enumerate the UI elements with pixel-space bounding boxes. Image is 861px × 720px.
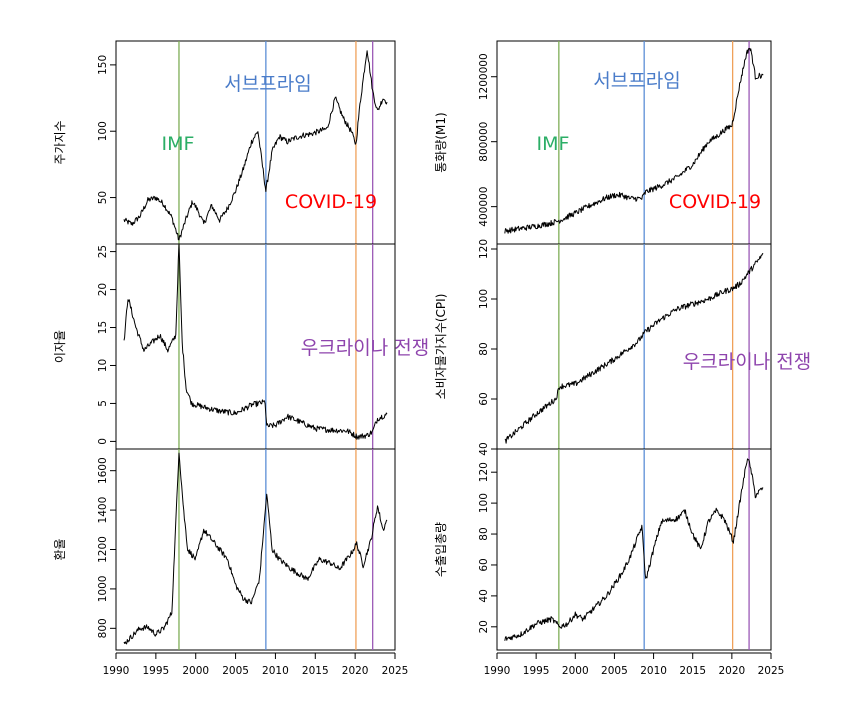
x-axis-left: 1990 1995 2000 2005 2010 2015 2020 2025	[103, 652, 409, 677]
y-tick-label: 20	[97, 283, 109, 296]
panel-frame	[115, 40, 396, 245]
x-tick-label: 2010	[262, 665, 289, 677]
x-tick-label: 1995	[142, 665, 169, 677]
y-axis-label: 환율	[53, 538, 67, 560]
series-line	[123, 452, 388, 645]
y-tick-label: 800	[97, 618, 109, 638]
series-line	[504, 253, 764, 444]
y-tick-label: 25	[97, 245, 109, 258]
y-tick-label: 1600	[97, 457, 109, 484]
y-tick-label: 800000	[478, 122, 490, 162]
y-tick-label: 50	[97, 191, 109, 204]
y-tick-label: 150	[97, 55, 109, 75]
y-tick-label: 0	[97, 438, 109, 445]
y-tick-label: 1200	[97, 536, 109, 563]
panel-frame	[496, 243, 772, 450]
x-tick-label: 2025	[382, 665, 409, 677]
y-tick-label: 1200000	[478, 53, 490, 100]
x-tick-label: 2020	[718, 665, 745, 677]
y-tick-label: 60	[478, 558, 490, 571]
y-tick-label: 10	[97, 359, 109, 372]
y-tick-label: 100	[97, 121, 109, 141]
annotation-imf-left: IMF	[162, 133, 195, 155]
x-tick-label: 1995	[523, 665, 550, 677]
right-column-panels: 400000 800000 1200000 통화량(M1) 40 60 80 100 120 소비…	[434, 40, 785, 677]
x-tick-label: 2015	[679, 665, 706, 677]
x-tick-label: 2010	[640, 665, 667, 677]
annotation-covid-left: COVID-19	[285, 191, 377, 213]
y-tick-label: 40	[478, 589, 490, 602]
y-axis-label: 소비자물가지수(CPI)	[434, 294, 448, 400]
y-tick-label: 120	[478, 462, 490, 482]
x-tick-label: 2000	[562, 665, 589, 677]
y-tick-label: 80	[478, 342, 490, 355]
left-column-panels: 50100150주가지수0510152025이자율800100012001400…	[53, 40, 409, 677]
x-tick-label: 2015	[302, 665, 329, 677]
x-tick-label: 2000	[182, 665, 209, 677]
y-tick-label: 60	[478, 392, 490, 405]
y-axis-label: 통화량(M1)	[434, 112, 448, 172]
x-tick-label: 2005	[601, 665, 628, 677]
y-tick-label: 100	[478, 493, 490, 513]
x-tick-label: 2020	[342, 665, 369, 677]
x-axis-right: 1990 1995 2000 2005 2010 2015 2020 2025	[484, 652, 785, 677]
y-axis-label: 수출입총량	[434, 522, 448, 577]
y-axis-label: 주가지수	[53, 120, 67, 164]
x-tick-label: 1990	[484, 665, 511, 677]
y-tick-label: 20	[478, 620, 490, 633]
y-tick-label: 120	[478, 239, 490, 259]
panel-right-3: 20 40 60 80 100 120 수출입총량	[434, 448, 772, 651]
y-tick-label: 100	[478, 289, 490, 309]
annotation-imf-right: IMF	[537, 133, 570, 155]
y-tick-label: 15	[97, 321, 109, 334]
y-tick-label: 1000	[97, 576, 109, 603]
panel-right-1: 400000 800000 1200000 통화량(M1)	[434, 40, 772, 245]
panel-right-2: 40 60 80 100 120 소비자물가지수(CPI)	[434, 239, 772, 456]
panel-left-1: 50 100 150 주가지수	[53, 40, 396, 245]
panel-frame	[496, 448, 772, 651]
y-tick-label: 5	[97, 400, 109, 407]
annotation-ukraine-left: 우크라이나 전쟁	[301, 337, 429, 359]
x-tick-label: 1990	[103, 665, 130, 677]
annotation-covid-right: COVID-19	[669, 191, 761, 213]
series-line	[123, 243, 388, 440]
y-tick-label: 80	[478, 527, 490, 540]
y-axis-label: 이자율	[53, 330, 67, 363]
series-line	[504, 458, 764, 641]
annotation-subprime-right: 서브프라임	[593, 70, 680, 92]
x-tick-label: 2025	[758, 665, 785, 677]
annotation-subprime-left: 서브프라임	[224, 73, 311, 95]
y-tick-label: 40	[478, 442, 490, 455]
series-line	[504, 47, 764, 234]
y-tick-label: 400000	[478, 187, 490, 227]
y-tick-label: 1400	[97, 497, 109, 524]
panel-left-3: 800 1000 1200 1400 1600 환율	[53, 448, 396, 651]
series-line	[123, 50, 388, 241]
x-tick-label: 2005	[222, 665, 249, 677]
annotation-ukraine-right: 우크라이나 전쟁	[683, 351, 811, 373]
